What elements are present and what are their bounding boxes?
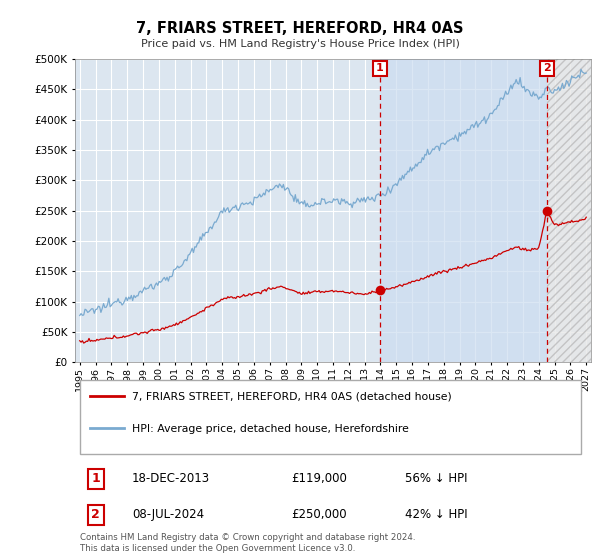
Bar xyxy=(380,59,547,362)
Text: 7, FRIARS STREET, HEREFORD, HR4 0AS: 7, FRIARS STREET, HEREFORD, HR4 0AS xyxy=(136,21,464,36)
Text: 08-JUL-2024: 08-JUL-2024 xyxy=(132,508,204,521)
Text: £119,000: £119,000 xyxy=(292,472,347,486)
Text: 2: 2 xyxy=(543,63,551,73)
FancyBboxPatch shape xyxy=(80,380,581,454)
Text: HPI: Average price, detached house, Herefordshire: HPI: Average price, detached house, Here… xyxy=(132,424,409,435)
Text: 1: 1 xyxy=(91,472,100,486)
Text: £250,000: £250,000 xyxy=(292,508,347,521)
Text: 18-DEC-2013: 18-DEC-2013 xyxy=(132,472,210,486)
Text: 2: 2 xyxy=(91,508,100,521)
Text: Price paid vs. HM Land Registry's House Price Index (HPI): Price paid vs. HM Land Registry's House … xyxy=(140,39,460,49)
Text: 1: 1 xyxy=(376,63,384,73)
Text: 42% ↓ HPI: 42% ↓ HPI xyxy=(405,508,468,521)
Text: 7, FRIARS STREET, HEREFORD, HR4 0AS (detached house): 7, FRIARS STREET, HEREFORD, HR4 0AS (det… xyxy=(132,392,452,402)
Text: Contains HM Land Registry data © Crown copyright and database right 2024.
This d: Contains HM Land Registry data © Crown c… xyxy=(80,533,416,553)
Text: 56% ↓ HPI: 56% ↓ HPI xyxy=(405,472,468,486)
